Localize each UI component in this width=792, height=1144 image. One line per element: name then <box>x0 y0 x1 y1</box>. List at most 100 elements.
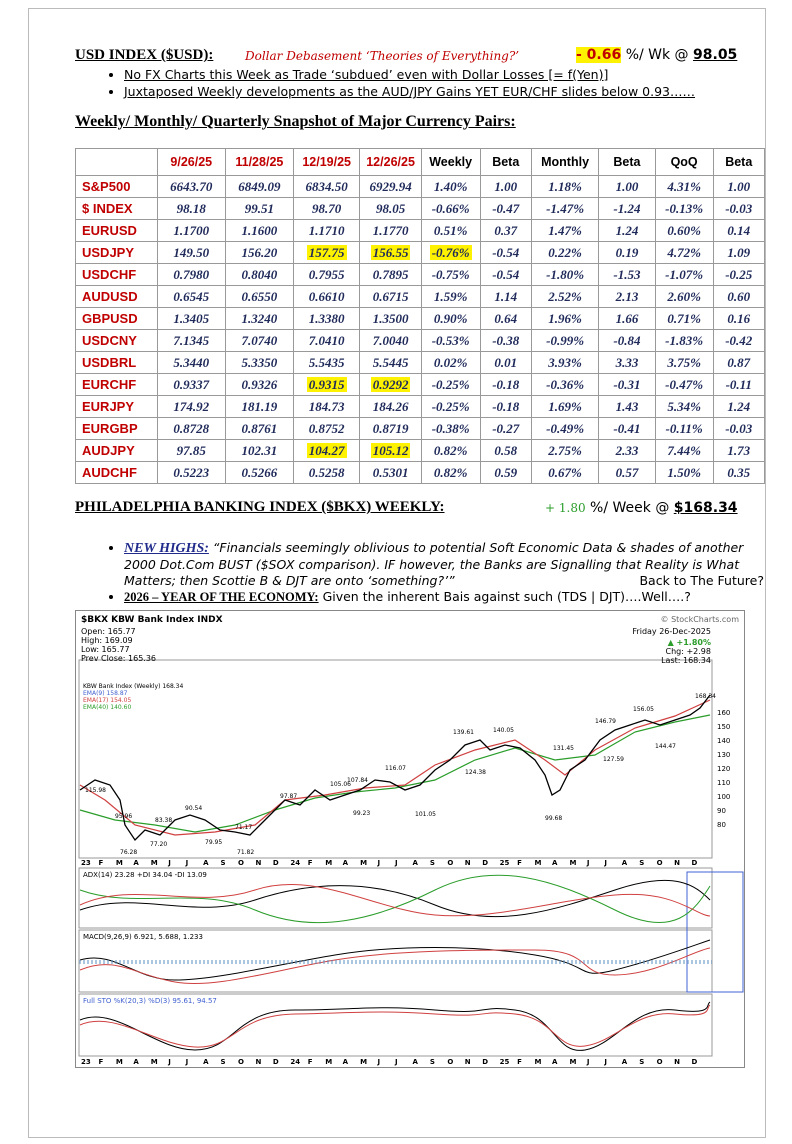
cell: 1.24 <box>598 219 656 242</box>
bkx-unit: %/ Week @ <box>590 500 670 516</box>
month-label: A <box>343 859 349 867</box>
month-label: A <box>203 859 209 867</box>
cell: 0.37 <box>479 219 532 242</box>
cell: 0.51% <box>420 219 481 242</box>
month-label: M <box>151 859 158 867</box>
cell: 0.64 <box>479 307 532 330</box>
cell: -0.76% <box>420 241 481 264</box>
cell: -1.47% <box>530 197 600 220</box>
row-label: USDCHF <box>75 263 158 286</box>
cell: 1.1600 <box>224 219 294 242</box>
cell: 99.51 <box>224 197 294 220</box>
cell: -0.27 <box>479 417 532 440</box>
cell: -0.49% <box>530 417 600 440</box>
cell: 156.20 <box>224 241 294 264</box>
cell: -1.80% <box>530 263 600 286</box>
month-label: J <box>394 859 398 867</box>
cell: 0.7955 <box>292 263 361 286</box>
cell: 3.33 <box>598 351 656 374</box>
cell: 0.58 <box>479 439 532 462</box>
cell: 0.67% <box>530 461 600 484</box>
month-label: N <box>255 1058 261 1066</box>
cell: 0.59 <box>479 461 532 484</box>
header-cell: Beta <box>712 148 766 176</box>
cell: 1.3500 <box>359 307 422 330</box>
price-label: 156.05 <box>633 706 654 713</box>
cell: -0.18 <box>479 395 532 418</box>
cell: 0.57 <box>598 461 656 484</box>
y-tick-label: 150 <box>717 723 730 731</box>
price-label: 71.82 <box>237 849 254 856</box>
month-label: S <box>221 859 226 867</box>
month-label: O <box>238 1058 244 1066</box>
highlighted-value: 104.27 <box>306 442 347 458</box>
cell: 0.5266 <box>224 461 294 484</box>
month-label: N <box>465 1058 471 1066</box>
month-label: F <box>517 859 522 867</box>
cell: 1.47% <box>530 219 600 242</box>
header-cell: Monthly <box>530 148 600 176</box>
cell: 1.00 <box>479 175 532 198</box>
row-label: AUDJPY <box>75 439 158 462</box>
month-label: S <box>430 1058 435 1066</box>
month-label: A <box>412 859 418 867</box>
highlight-box <box>686 871 744 993</box>
table-title: Weekly/ Monthly/ Quarterly Snapshot of M… <box>75 113 516 130</box>
usd-heading: USD INDEX ($USD): <box>75 47 214 63</box>
month-label: F <box>517 1058 522 1066</box>
header-cell: 11/28/25 <box>224 148 294 176</box>
cell: 1.3405 <box>156 307 226 330</box>
cell: 2.60% <box>654 285 714 308</box>
price-label: 101.05 <box>415 811 436 818</box>
price-label: 116.07 <box>385 765 406 772</box>
cell: 0.16 <box>712 307 766 330</box>
chart-chg: Chg: +2.98 <box>666 647 712 656</box>
row-label: AUDCHF <box>75 461 158 484</box>
bullet: No FX Charts this Week as Trade ‘subdued… <box>124 66 695 83</box>
bkx-heading: PHILADELPHIA BANKING INDEX ($BKX) WEEKLY… <box>75 499 445 515</box>
price-label: 131.45 <box>553 745 574 752</box>
cell: 6849.09 <box>224 175 294 198</box>
cell: 184.26 <box>359 395 422 418</box>
price-line <box>79 694 711 842</box>
month-label: A <box>343 1058 349 1066</box>
cell: 4.72% <box>654 241 714 264</box>
cell: 97.85 <box>156 439 226 462</box>
month-label: J <box>167 859 171 867</box>
price-label: 99.68 <box>545 815 562 822</box>
y-tick-label: 90 <box>717 807 726 815</box>
cell: 5.5435 <box>292 351 361 374</box>
month-label: J <box>185 859 189 867</box>
price-label: 95.96 <box>115 813 132 820</box>
cell: 181.19 <box>224 395 294 418</box>
bullet-label: NEW HIGHS: <box>124 541 209 556</box>
y-tick-label: 120 <box>717 765 730 773</box>
ema-slow <box>79 714 711 833</box>
cell: 1.59% <box>420 285 481 308</box>
month-label: J <box>394 1058 398 1066</box>
month-label: A <box>552 1058 558 1066</box>
header-cell: Weekly <box>420 148 481 176</box>
table-row: $ INDEX 98.18 99.51 98.70 98.05 -0.66% -0.47 -1… <box>75 197 766 220</box>
sto-d <box>79 1004 711 1048</box>
month-label: D <box>482 859 488 867</box>
month-label: D <box>273 859 279 867</box>
cell: -0.31 <box>598 373 656 396</box>
cell: 0.60 <box>712 285 766 308</box>
table-row: GBPUSD 1.3405 1.3240 1.3380 1.3500 0.90% 0.64 1… <box>75 307 766 330</box>
chart-change: ▲ +1.80% <box>668 638 711 647</box>
cell: 5.3350 <box>224 351 294 374</box>
row-label: AUDUSD <box>75 285 158 308</box>
cell: 0.19 <box>598 241 656 264</box>
cell: 7.44% <box>654 439 714 462</box>
cell: 0.82% <box>420 461 481 484</box>
row-label: USDBRL <box>75 351 158 374</box>
month-label: J <box>377 1058 381 1066</box>
chart-info: Prev Close: 165.36 <box>81 654 156 663</box>
month-label: D <box>692 859 698 867</box>
cell: 5.3440 <box>156 351 226 374</box>
cell: -0.66% <box>420 197 481 220</box>
row-label: S&P500 <box>75 175 158 198</box>
cell: 0.01 <box>479 351 532 374</box>
cell: 5.34% <box>654 395 714 418</box>
